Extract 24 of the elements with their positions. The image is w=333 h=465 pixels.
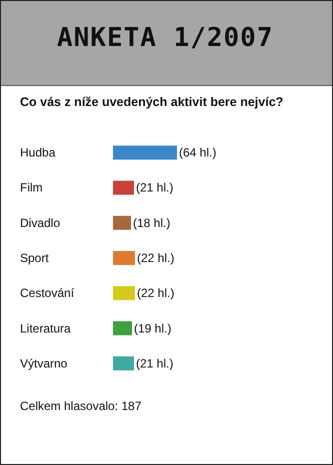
data-label: (21 hl.) <box>136 356 174 370</box>
bar <box>113 146 177 160</box>
chart-title: ANKETA 1/2007 <box>57 23 274 53</box>
y-tick-label: Hudba <box>20 146 56 160</box>
bar <box>113 216 131 230</box>
y-tick-label: Cestování <box>20 286 75 300</box>
data-label: (64 hl.) <box>179 146 216 160</box>
bar <box>113 286 135 300</box>
data-label: (21 hl.) <box>136 180 174 195</box>
bar <box>113 180 134 195</box>
y-tick-label: Film <box>20 180 43 195</box>
y-tick-label: Divadlo <box>20 216 60 230</box>
data-label: (19 hl.) <box>134 321 172 336</box>
bar <box>113 321 132 336</box>
chart-subtitle: Co vás z níže uvedených aktivit bere nejvíc? <box>20 95 284 109</box>
data-label: (18 hl.) <box>133 216 170 230</box>
data-label: (22 hl.) <box>137 251 174 265</box>
y-tick-label: Literatura <box>20 321 72 336</box>
bar <box>113 356 134 370</box>
data-label: (22 hl.) <box>137 286 174 300</box>
y-tick-label: Sport <box>20 251 50 265</box>
y-tick-label: Výtvarno <box>20 356 68 370</box>
text: Celkem hlasovalo: 187 <box>20 399 142 413</box>
bar <box>113 251 135 265</box>
